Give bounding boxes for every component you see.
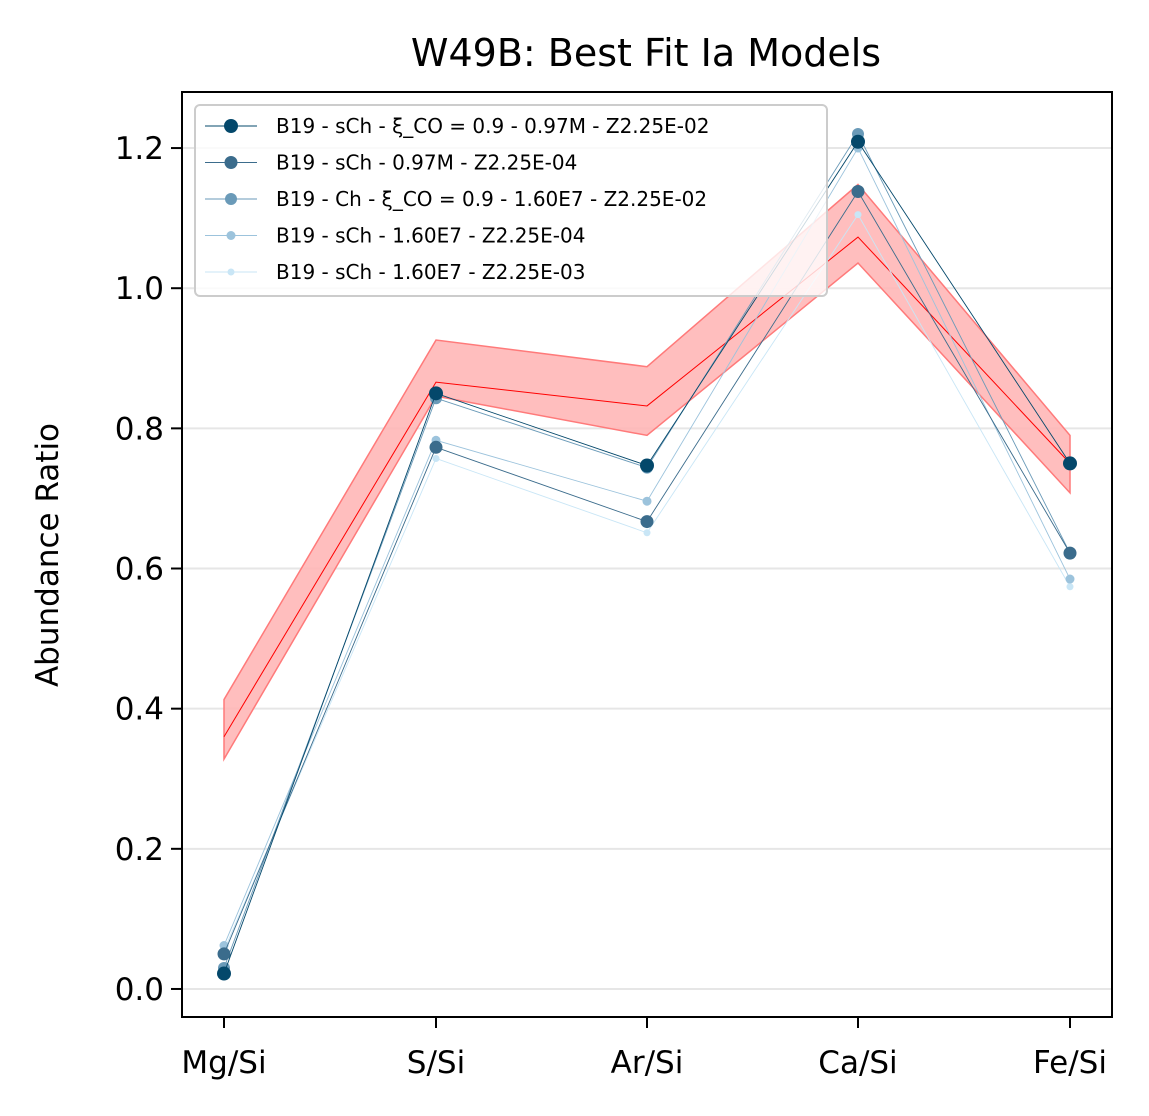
data-point [1063,456,1077,471]
data-point [217,966,231,981]
y-tick-label: 0.0 [115,972,164,1008]
data-point [851,185,865,199]
data-point [643,529,651,537]
legend-swatch-marker [224,156,238,169]
y-tick-label: 0.8 [115,411,164,447]
legend-entry-label: B19 - sCh - 1.60E7 - Z2.25E-03 [276,260,585,284]
chart-title: W49B: Best Fit Ia Models [411,31,881,75]
series-4 [219,143,1075,951]
legend-entry-label: B19 - Ch - ξ_CO = 0.9 - 1.60E7 - Z2.25E-… [276,187,707,211]
x-tick-label: Mg/Si [181,1045,266,1081]
legend-entry-label: B19 - sCh - 0.97M - Z2.25E-04 [276,151,577,175]
x-tick-label: Ca/Si [818,1045,897,1081]
data-point [1065,574,1075,584]
data-point [851,134,865,149]
y-tick-label: 0.6 [115,552,164,588]
legend: B19 - sCh - ξ_CO = 0.9 - 0.97M - Z2.25E-… [194,104,828,297]
data-point [854,211,862,219]
y-tick-label: 0.2 [115,832,164,868]
legend-swatch-marker [226,231,236,240]
data-point [432,454,440,462]
y-tick-label: 1.0 [115,271,164,307]
data-point [642,496,652,506]
data-point [640,458,654,473]
data-point [429,440,443,454]
data-point [429,386,443,401]
series-2 [217,185,1077,961]
data-point [1063,546,1077,560]
series-lines [217,128,1077,981]
y-tick-label: 1.2 [115,131,164,167]
data-point [1066,583,1074,591]
legend-entry-label: B19 - sCh - 1.60E7 - Z2.25E-04 [276,224,585,248]
legend-entry-label: B19 - sCh - ξ_CO = 0.9 - 0.97M - Z2.25E-… [276,114,709,138]
observed-uncertainty-band [223,183,1071,762]
data-point [640,515,654,529]
y-tick-label: 0.4 [115,692,164,728]
data-point [217,947,231,961]
legend-swatch-marker [227,268,235,276]
legend-swatch-marker [225,193,237,205]
series-1 [217,134,1077,981]
y-axis-label: Abundance Ratio [30,423,66,687]
x-tick-label: Fe/Si [1033,1045,1107,1081]
axes: 0.0 0.2 0.4 0.6 0.8 1.0 1.2 Mg/Si S/Si Ar/Si Ca/Si… [115,131,1107,1081]
x-tick-label: S/Si [407,1045,465,1081]
x-tick-label: Ar/Si [611,1045,684,1081]
legend-swatch-marker [224,119,238,133]
legend-box [194,104,828,297]
